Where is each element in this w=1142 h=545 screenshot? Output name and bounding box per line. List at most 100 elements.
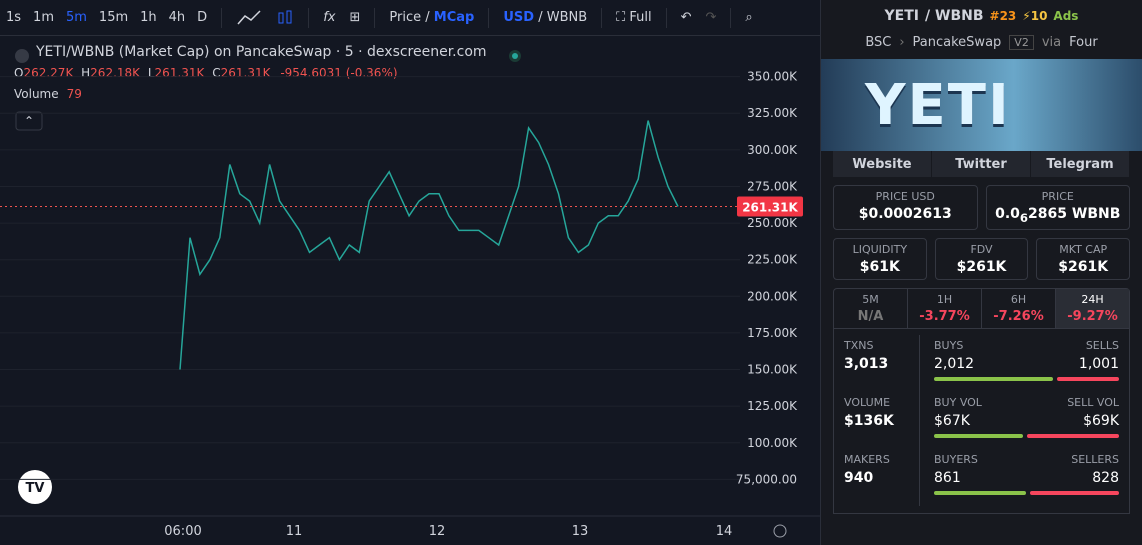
value: $67K [934,412,970,429]
plot-area: 350.00K 325.00K 300.00K 275.00K 250.00K 225.0… [0,70,820,539]
value: $69K [1083,412,1119,429]
value: N/A [857,308,884,324]
interval[interactable]: 5m [65,10,87,25]
timeframe-tab[interactable]: 1H -3.77% [908,288,982,328]
buy-bar [934,376,1054,381]
price-native-box: PRICE 0.062865 WBNB [985,185,1130,230]
usd-option[interactable]: USD [503,10,535,25]
stat-total: MAKERS 940 [844,448,920,506]
boost[interactable]: ⚡10 [1022,9,1048,23]
interval[interactable]: 1s [6,10,22,25]
stat-row: MAKERS 940 BUYERS SELLERS 861 828 [844,448,1119,506]
collapse-button[interactable] [15,111,43,131]
value: $0.0002613 [858,206,952,222]
banner-text: YETI [865,72,1011,138]
candles-icon[interactable] [276,9,294,27]
stats: TXNS 3,013 BUYS SELLS 2,012 1,001 VOLUME $136K B… [833,327,1130,514]
stat-row: TXNS 3,013 BUYS SELLS 2,012 1,001 [844,334,1119,392]
toolbar: 1s 1m 5m 15m 1h 4h D fx ⊞ Price / MCap USD / W… [0,0,820,36]
currency-toggle[interactable]: USD / WBNB [503,10,587,25]
wbnb-option[interactable]: WBNB [546,10,588,25]
layout-icon[interactable]: ⊞ [349,10,361,25]
label: BUYS [934,338,964,352]
stat-split: BUYS SELLS 2,012 1,001 [920,335,1119,392]
x-tick-label: 12 [429,524,446,539]
fullscreen-button[interactable]: ⛶ Full [616,10,652,25]
volume-legend: Volume 79 [14,87,82,101]
value: -7.26% [993,308,1044,324]
interval[interactable]: 15m [98,10,129,25]
label: BUYERS [934,452,978,466]
dex-version: V2 [1009,34,1034,50]
rank[interactable]: #23 [989,9,1017,23]
timeframes: 5M N/A 1H -3.77% 6H -7.26% 24H -9.27% [833,287,1130,328]
separator [374,7,376,28]
chain[interactable]: BSC [865,34,892,50]
fx-icon[interactable]: fx [323,10,336,25]
ohlc-key: L [148,66,155,80]
values: 2,012 1,001 [934,352,1119,372]
timeframe-tab[interactable]: 6H -7.26% [982,288,1056,328]
y-tick-label: 250.00K [747,216,798,230]
interval[interactable]: D [197,10,208,25]
interval[interactable]: 1m [33,10,54,25]
metrics-row: LIQUIDITY $61K FDV $261K MKT CAP $261K [833,237,1131,280]
price-tail: 2865 WBNB [1028,206,1121,222]
label: MAKERS [844,452,890,466]
ads-badge[interactable]: Ads [1053,9,1079,23]
metric-box: FDV $261K [934,237,1029,280]
tv-logo-text: TV [26,481,45,496]
sell-bar [1057,376,1119,381]
value: 861 [934,469,961,486]
price-line [179,120,679,370]
price-option[interactable]: Price [389,10,422,25]
stat-total: TXNS 3,013 [844,334,920,392]
stat-total: VOLUME $136K [844,391,920,449]
timeframe-tab[interactable]: 5M N/A [834,288,908,328]
value: 0.062865 WBNB [987,206,1130,225]
link-button[interactable]: Telegram [1031,151,1130,177]
interval[interactable]: 1h [140,10,157,25]
settings-icon[interactable] [773,524,787,538]
interval-group: 1s 1m 5m 15m 1h 4h D [6,10,207,25]
separator [665,7,667,28]
chart-type-icon[interactable] [236,9,262,27]
interval[interactable]: 4h [168,10,186,25]
x-tick-label: 13 [572,524,589,539]
chart: YETI/WBNB (Market Cap) on PancakeSwap · … [0,44,820,539]
x-tick-label: 14 [716,524,733,539]
ohlc-key: C [212,66,220,80]
quote-token: / WBNB [925,8,984,24]
tv-logo[interactable] [18,470,52,504]
search-button[interactable]: ⌕ [745,10,753,25]
y-tick-label: 225.00K [747,253,798,267]
price-toggle[interactable]: Price / MCap [389,10,474,25]
mcap-option[interactable]: MCap [433,10,475,25]
label: 6H [1010,292,1027,306]
label: LIQUIDITY [852,242,908,256]
labels: BUY VOL SELL VOL [934,392,1119,409]
launchpad[interactable]: Four [1069,34,1098,50]
price-row: PRICE USD $0.0002613 PRICE 0.062865 WBNB [833,185,1130,230]
pair-subheader: BSC › PancakeSwap V2 via Four [821,29,1142,55]
last-price-label: 261.31K [742,201,798,215]
dex[interactable]: PancakeSwap [912,34,1002,50]
labels: BUYS SELLS [934,335,1119,352]
timeframe-tab[interactable]: 24H -9.27% [1056,288,1129,328]
stat-split: BUYERS SELLERS 861 828 [920,449,1119,506]
ohlc-value: 262.18K [90,66,141,80]
separator [221,7,223,28]
values: $67K $69K [934,409,1119,429]
link-button[interactable]: Website [833,151,932,177]
slash: / [425,10,430,25]
y-tick-label: 200.00K [747,289,798,303]
pair-panel: YETI / WBNB #23 ⚡10 Ads BSC › PancakeSwap… [820,0,1142,545]
separator [730,7,732,28]
undo-button[interactable]: ↶ [680,10,692,25]
banner: YETI [821,59,1142,151]
redo-button[interactable]: ↷ [705,10,717,25]
link-button[interactable]: Twitter [932,151,1031,177]
price-usd-box: PRICE USD $0.0002613 [833,185,978,230]
value: -9.27% [1067,308,1118,324]
